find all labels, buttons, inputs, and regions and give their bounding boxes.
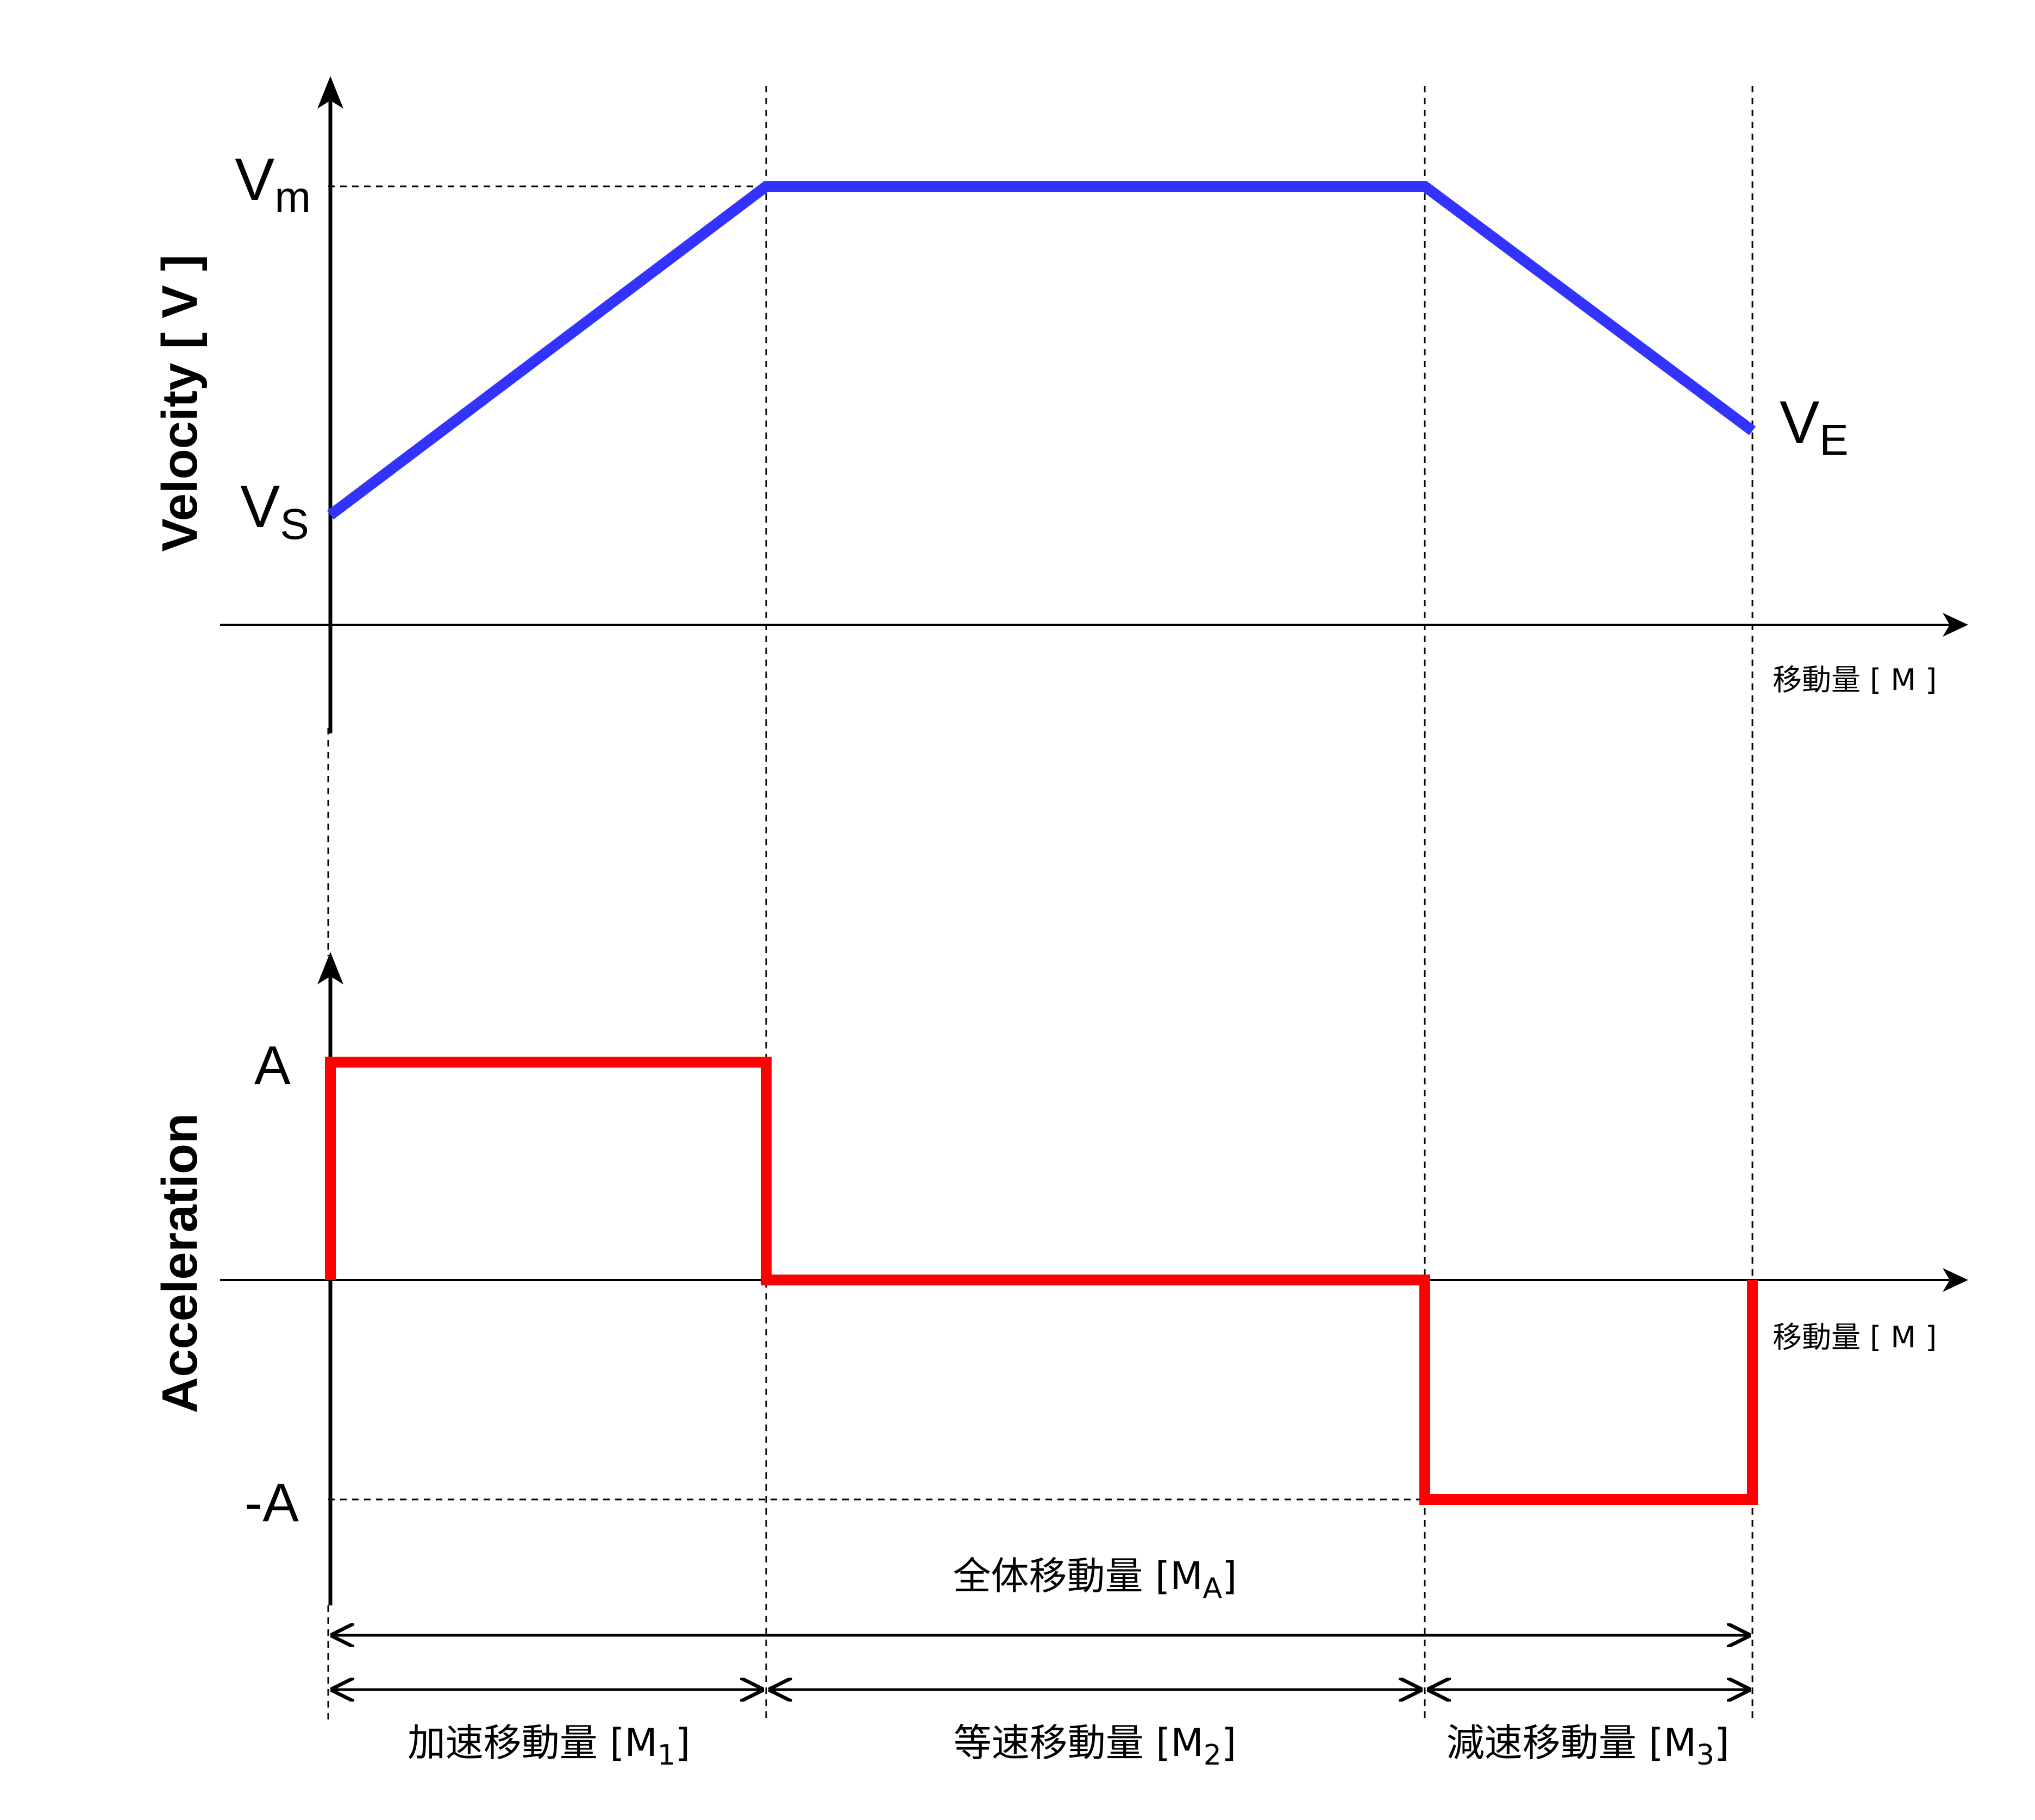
vm-subscript: m <box>274 173 311 221</box>
guide-lines <box>327 86 1754 1719</box>
dimension-lines <box>330 1635 1751 1690</box>
a-negative-label: -A <box>245 1472 299 1533</box>
decel-distance-label: 減速移動量 [M3] <box>1447 1721 1729 1772</box>
dimension-labels: 全体移動量 [MA] 加速移動量 [M1] 等速移動量 [M2] 減速移動量 [… <box>408 1554 1729 1772</box>
acceleration-x-arrowhead <box>1943 1268 1968 1292</box>
velocity-x-arrowhead <box>1943 613 1968 637</box>
vs-label: VS <box>240 473 309 548</box>
velocity-y-arrowhead <box>317 76 343 109</box>
ve-subscript: E <box>1819 416 1848 464</box>
vs-subscript: S <box>280 500 309 548</box>
velocity-profile-line <box>327 181 1756 519</box>
acceleration-x-axis-title: 移動量 [ M ] <box>1773 1320 1937 1354</box>
velocity-axis-title: Velocity [ V ] <box>152 254 208 551</box>
ve-label: VE <box>1780 389 1849 464</box>
acceleration-axis-title: Acceleration <box>152 1113 208 1413</box>
acceleration-profile-line <box>325 1057 1758 1505</box>
a-positive-label: A <box>254 1035 291 1096</box>
acceleration-plot: Acceleration A -A 移動量 [ M ] <box>152 952 1968 1605</box>
velocity-plot: Velocity [ V ] Vm VS VE 移動量 [ M ] <box>152 76 1968 733</box>
const-distance-label: 等速移動量 [M2] <box>954 1721 1236 1772</box>
velocity-x-axis-title: 移動量 [ M ] <box>1773 663 1937 697</box>
acceleration-y-arrowhead <box>317 952 343 984</box>
accel-distance-label: 加速移動量 [M1] <box>408 1721 690 1772</box>
vm-label: Vm <box>235 146 311 221</box>
total-distance-label: 全体移動量 [MA] <box>953 1554 1237 1605</box>
